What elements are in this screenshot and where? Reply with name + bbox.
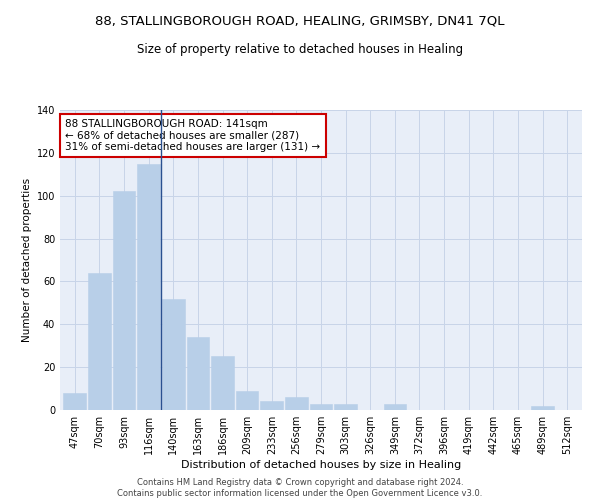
X-axis label: Distribution of detached houses by size in Healing: Distribution of detached houses by size …: [181, 460, 461, 470]
Bar: [64, 393, 86, 410]
Bar: [285, 397, 308, 410]
Bar: [531, 406, 554, 410]
Text: 88, STALLINGBOROUGH ROAD, HEALING, GRIMSBY, DN41 7QL: 88, STALLINGBOROUGH ROAD, HEALING, GRIMS…: [95, 15, 505, 28]
Bar: [310, 404, 332, 410]
Text: Contains HM Land Registry data © Crown copyright and database right 2024.
Contai: Contains HM Land Registry data © Crown c…: [118, 478, 482, 498]
Bar: [236, 390, 259, 410]
Bar: [113, 192, 136, 410]
Bar: [334, 404, 357, 410]
Text: Size of property relative to detached houses in Healing: Size of property relative to detached ho…: [137, 42, 463, 56]
Bar: [383, 404, 406, 410]
Bar: [260, 402, 283, 410]
Bar: [187, 337, 209, 410]
Bar: [211, 356, 234, 410]
Y-axis label: Number of detached properties: Number of detached properties: [22, 178, 32, 342]
Bar: [137, 164, 160, 410]
Text: 88 STALLINGBOROUGH ROAD: 141sqm
← 68% of detached houses are smaller (287)
31% o: 88 STALLINGBOROUGH ROAD: 141sqm ← 68% of…: [65, 119, 320, 152]
Bar: [162, 298, 185, 410]
Bar: [88, 273, 111, 410]
